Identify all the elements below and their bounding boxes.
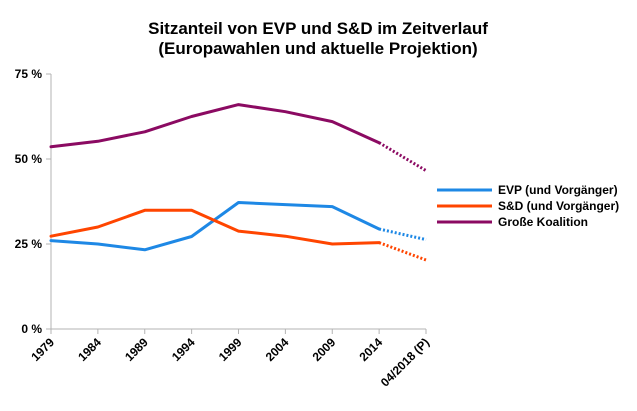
chart-title-line-1: Sitzanteil von EVP und S&D im Zeitverlau… — [148, 19, 488, 38]
series-projection-s-d-und-vorg-nger — [378, 241, 427, 262]
y-tick-label: 0 % — [21, 322, 42, 336]
x-tick-label: 1994 — [169, 335, 198, 364]
series-line-s-d-und-vorg-nger — [49, 208, 381, 246]
x-tick-label: 04/2018 (P) — [378, 335, 432, 389]
legend-label-s-d-und-vorg-nger: S&D (und Vorgänger) — [498, 199, 619, 213]
legend-label-gro-e-koalition: Große Koalition — [498, 215, 588, 229]
y-tick-label: 25 % — [15, 237, 43, 251]
x-tick-label: 2014 — [356, 335, 385, 364]
series-projection-gro-e-koalition — [378, 141, 427, 172]
y-tick-label: 75 % — [15, 67, 43, 81]
series-line-gro-e-koalition — [49, 103, 381, 149]
x-tick-label: 1989 — [122, 335, 151, 364]
legend-label-evp-und-vorg-nger: EVP (und Vorgänger) — [498, 183, 618, 197]
y-tick-label: 50 % — [15, 152, 43, 166]
chart-title-line-2: (Europawahlen und aktuelle Projektion) — [158, 39, 477, 58]
x-tick-label: 1999 — [216, 335, 245, 364]
x-tick-label: 1984 — [75, 335, 104, 364]
series-projection-evp-und-vorg-nger — [378, 227, 427, 242]
x-tick-label: 1979 — [28, 335, 57, 364]
x-tick-label: 2004 — [263, 335, 292, 364]
x-tick-label: 2009 — [310, 335, 339, 364]
